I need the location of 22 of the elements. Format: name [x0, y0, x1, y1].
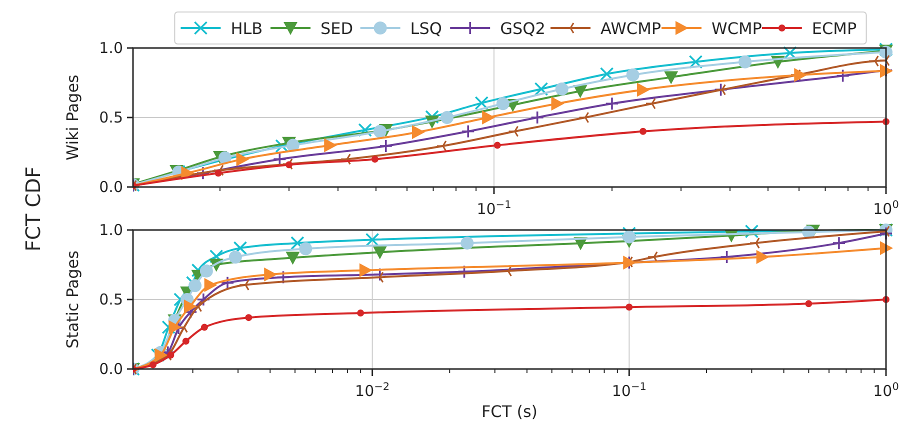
- legend-label: LSQ: [410, 19, 442, 38]
- y-tick-label: 0.5: [99, 290, 123, 308]
- y-tick-label: 0.0: [99, 360, 123, 378]
- legend-label: WCMP: [712, 19, 762, 38]
- x-tick-label: 10$^{0}$: [873, 381, 899, 400]
- y-axis-title: Static Pages: [63, 250, 82, 348]
- x-axis-title: FCT (s): [481, 402, 538, 421]
- legend-label: HLB: [230, 19, 263, 38]
- x-tick-label: 10$^{0}$: [873, 199, 899, 218]
- text: FCT CDF: [21, 166, 45, 252]
- x-tick-label: 10$^{−2}$: [355, 381, 390, 400]
- y-tick-label: 1.0: [99, 39, 123, 57]
- legend-label: ECMP: [812, 19, 857, 38]
- legend-label: SED: [320, 19, 354, 38]
- y-tick-label: 0.5: [99, 108, 123, 126]
- x-tick-label: 10$^{−1}$: [476, 199, 512, 218]
- legend-label: AWCMP: [600, 19, 662, 38]
- y-tick-label: 0.0: [99, 178, 123, 196]
- x-tick-label: 10$^{−1}$: [612, 381, 646, 400]
- y-axis-title: Wiki Pages: [63, 74, 82, 160]
- legend-label: GSQ2: [500, 19, 546, 38]
- y-tick-label: 1.0: [99, 221, 123, 239]
